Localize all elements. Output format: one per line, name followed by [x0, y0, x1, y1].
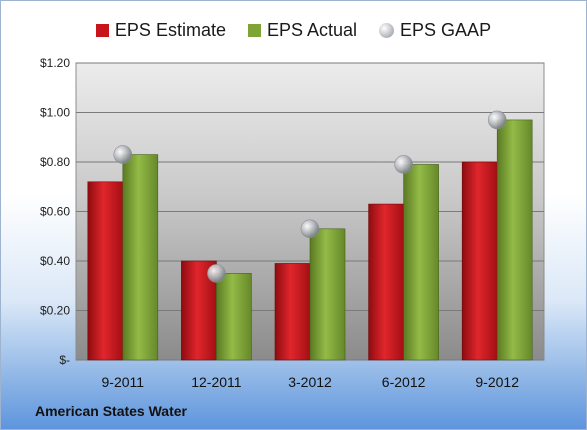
bar-eps-actual [403, 164, 439, 361]
legend-swatch-estimate [95, 23, 109, 37]
point-eps-gaap [394, 155, 413, 174]
legend-swatch-actual [247, 23, 261, 37]
bar-eps-estimate [87, 181, 124, 361]
bar-eps-actual [216, 273, 252, 361]
bar-eps-actual [309, 228, 346, 361]
y-tick-label: $1.20 [40, 56, 70, 70]
y-tick-label: $0.80 [40, 155, 70, 169]
y-tick-label: $1.00 [40, 106, 70, 120]
legend-item-gaap: EPS GAAP [379, 17, 491, 43]
legend-item-estimate: EPS Estimate [95, 17, 226, 43]
bar-eps-estimate [461, 161, 498, 361]
point-eps-gaap [487, 110, 507, 130]
y-tick-label: $- [59, 353, 70, 367]
legend-swatch-gaap [379, 22, 395, 38]
legend-label-gaap: EPS GAAP [400, 19, 492, 40]
x-tick-label: 9-2012 [475, 374, 519, 390]
y-tick-label: $0.40 [40, 254, 70, 268]
y-tick-label: $0.60 [40, 205, 70, 219]
bar-eps-estimate [274, 263, 311, 361]
point-eps-gaap [300, 219, 320, 239]
x-tick-label: 3-2012 [288, 374, 332, 390]
legend: EPS Estimate EPS Actual EPS GAAP [1, 17, 586, 43]
legend-item-actual: EPS Actual [247, 17, 358, 43]
x-tick-label: 12-2011 [191, 374, 242, 390]
x-tick-label: 6-2012 [382, 374, 426, 390]
legend-label-estimate: EPS Estimate [114, 19, 226, 40]
x-tick-label: 9-2011 [102, 374, 145, 390]
point-eps-gaap [207, 264, 226, 283]
bar-eps-estimate [368, 203, 404, 361]
legend-label-actual: EPS Actual [266, 19, 358, 40]
y-tick-label: $0.20 [40, 304, 70, 318]
point-eps-gaap [113, 145, 133, 164]
bar-eps-actual [122, 154, 159, 361]
company-label: American States Water [35, 403, 187, 419]
bar-eps-actual [496, 119, 533, 361]
